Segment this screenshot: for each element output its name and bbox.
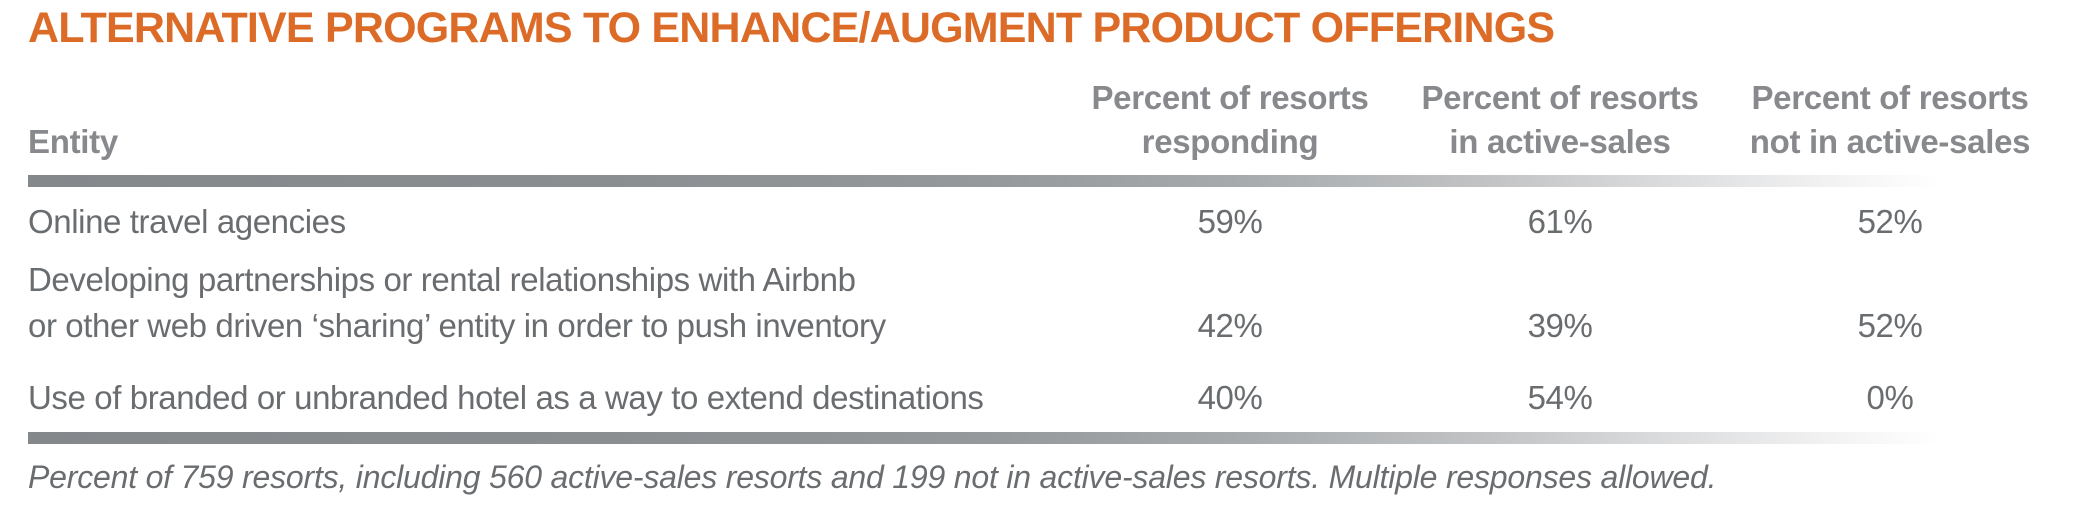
table-header-row: Entity Percent of resorts responding Per… <box>28 76 2055 164</box>
value-cell: 42% <box>1197 307 1263 344</box>
column-header-line1: Percent of resorts <box>1421 79 1699 116</box>
entity-cell: Use of branded or unbranded hotel as a w… <box>28 375 1065 421</box>
value-cell: 0% <box>1866 379 1914 416</box>
entity-line: Online travel agencies <box>28 203 346 240</box>
value-cell: 61% <box>1527 203 1593 240</box>
value-cell: 59% <box>1197 203 1263 240</box>
value-cell: 52% <box>1857 307 1923 344</box>
entity-cell: Online travel agencies <box>28 199 1065 245</box>
entity-line: Developing partnerships or rental relati… <box>28 261 856 298</box>
figure-title: ALTERNATIVE PROGRAMS TO ENHANCE/AUGMENT … <box>28 4 1555 52</box>
column-header-line2: in active-sales <box>1449 123 1671 160</box>
column-header-line1: Percent of resorts <box>1091 79 1369 116</box>
value-cell: 52% <box>1857 203 1923 240</box>
divider-top <box>28 175 1960 187</box>
column-header-line2: responding <box>1141 123 1319 160</box>
footnote: Percent of 759 resorts, including 560 ac… <box>28 459 1717 495</box>
value-cell: 40% <box>1197 379 1263 416</box>
column-header-responding: Percent of resorts responding <box>1065 76 1395 164</box>
entity-line: Use of branded or unbranded hotel as a w… <box>28 379 984 416</box>
column-header-line2: not in active-sales <box>1749 123 2031 160</box>
column-header-active-sales: Percent of resorts in active-sales <box>1395 76 1725 164</box>
entity-cell: Developing partnerships or rental relati… <box>28 257 1065 349</box>
divider-bottom <box>28 432 1960 444</box>
column-header-entity: Entity <box>28 123 118 160</box>
table-row: Use of branded or unbranded hotel as a w… <box>28 375 2055 421</box>
table-row: Online travel agencies 59% 61% 52% <box>28 199 2055 245</box>
entity-line: or other web driven ‘sharing’ entity in … <box>28 307 886 344</box>
value-cell: 54% <box>1527 379 1593 416</box>
data-table: Entity Percent of resorts responding Per… <box>28 76 2055 497</box>
column-header-line1: Percent of resorts <box>1751 79 2029 116</box>
table-row: Developing partnerships or rental relati… <box>28 257 2055 349</box>
column-header-not-active-sales: Percent of resorts not in active-sales <box>1725 76 2055 164</box>
value-cell: 39% <box>1527 307 1593 344</box>
